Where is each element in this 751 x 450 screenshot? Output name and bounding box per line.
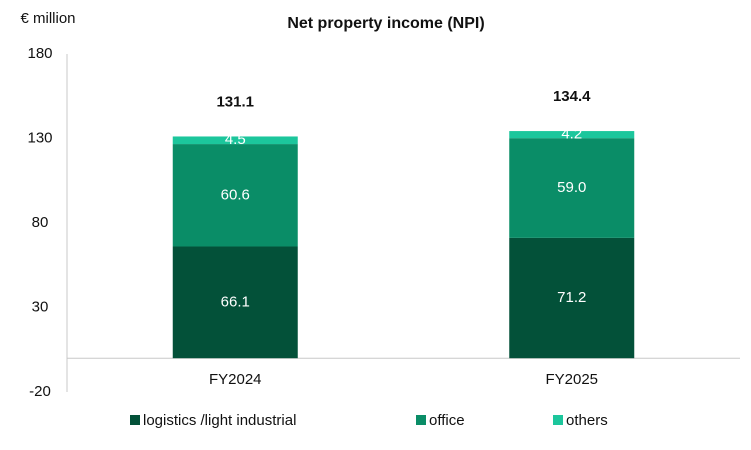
y-tick-label: 130 (27, 129, 52, 146)
bar-segment (509, 131, 635, 139)
y-axis-label: € million (20, 10, 75, 27)
legend-label: others (566, 412, 608, 429)
y-tick-label: -20 (29, 383, 51, 400)
value-label: 66.1 (221, 293, 250, 310)
value-label: 60.6 (221, 186, 250, 203)
legend-label: office (429, 412, 465, 429)
y-tick-label: 180 (27, 45, 52, 62)
legend-swatch (416, 415, 426, 425)
y-tick-label: 80 (32, 214, 49, 231)
bar-segment (172, 144, 298, 247)
x-tick-label: FY2025 (545, 371, 598, 388)
bar-segment (509, 138, 635, 238)
total-label: 134.4 (553, 88, 591, 105)
value-label: 4.2 (561, 126, 582, 143)
bar-segment (172, 136, 298, 145)
value-label: 4.5 (225, 131, 246, 148)
total-label: 131.1 (216, 93, 254, 110)
legend-label: logistics /light industrial (143, 412, 296, 429)
legend-swatch (130, 415, 140, 425)
bar-segment (509, 237, 635, 359)
value-label: 71.2 (557, 289, 586, 306)
value-label: 59.0 (557, 179, 586, 196)
bar-segment (172, 246, 298, 359)
x-tick-label: FY2024 (209, 371, 262, 388)
chart-title: Net property income (NPI) (287, 15, 484, 32)
y-tick-label: 30 (32, 298, 49, 315)
legend-swatch (553, 415, 563, 425)
